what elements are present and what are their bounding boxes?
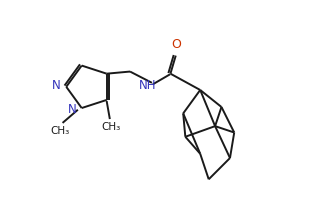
Text: O: O xyxy=(171,38,181,51)
Text: CH₃: CH₃ xyxy=(101,122,121,132)
Text: N: N xyxy=(52,79,61,92)
Text: NH: NH xyxy=(139,79,157,92)
Text: N: N xyxy=(68,103,77,116)
Text: CH₃: CH₃ xyxy=(51,126,70,136)
